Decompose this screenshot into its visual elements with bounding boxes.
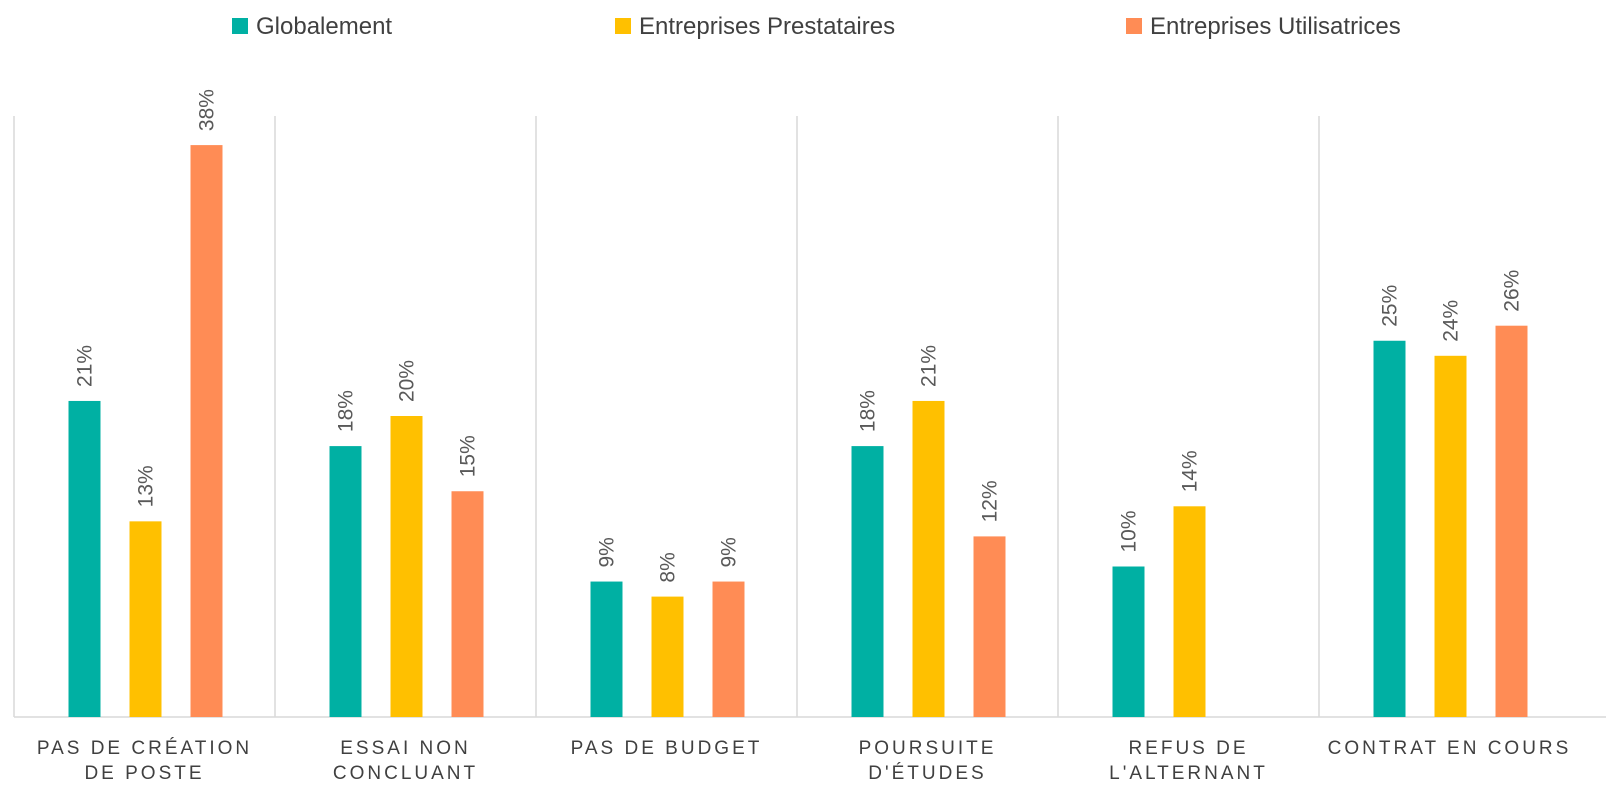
value-label: 9% xyxy=(596,537,619,567)
bar-2-2 xyxy=(390,416,423,717)
bar-1-2 xyxy=(329,446,362,717)
bar-3-4 xyxy=(973,536,1006,717)
bar-2-4 xyxy=(912,400,945,717)
bar-2-5 xyxy=(1173,506,1206,717)
value-label: 13% xyxy=(135,465,158,507)
bar-3-1 xyxy=(190,145,223,718)
bar-3-6 xyxy=(1495,325,1528,717)
category-label: CONTRAT EN COURS xyxy=(1328,738,1572,759)
legend-swatch-1 xyxy=(232,18,248,34)
bar-1-3 xyxy=(590,581,623,717)
category-label: DE POSTE xyxy=(84,763,204,784)
value-label: 18% xyxy=(335,390,358,432)
legend-label-1: Globalement xyxy=(256,13,392,40)
legend-label-3: Entreprises Utilisatrices xyxy=(1150,13,1401,40)
bar-1-4 xyxy=(851,446,884,717)
value-label: 12% xyxy=(979,480,1002,522)
value-label: 15% xyxy=(457,435,480,477)
bar-1-1 xyxy=(68,400,101,717)
legend-label-2: Entreprises Prestataires xyxy=(639,13,895,40)
value-label: 25% xyxy=(1379,285,1402,327)
category-label: L'ALTERNANT xyxy=(1109,763,1268,784)
bar-2-6 xyxy=(1434,355,1467,717)
legend-swatch-3 xyxy=(1126,18,1142,34)
value-label: 26% xyxy=(1501,270,1524,312)
value-label: 38% xyxy=(196,89,219,131)
bar-2-1 xyxy=(129,521,162,717)
bar-1-6 xyxy=(1373,340,1406,717)
category-label: D'ÉTUDES xyxy=(868,763,986,784)
value-label: 10% xyxy=(1118,510,1141,552)
category-label: CONCLUANT xyxy=(333,763,478,784)
bar-2-3 xyxy=(651,596,684,717)
value-label: 14% xyxy=(1179,450,1202,492)
category-label: PAS DE BUDGET xyxy=(571,738,763,759)
value-label: 21% xyxy=(918,345,941,387)
value-label: 9% xyxy=(718,537,741,567)
category-label: REFUS DE xyxy=(1128,738,1248,759)
category-label: POURSUITE xyxy=(859,738,997,759)
value-label: 20% xyxy=(396,360,419,402)
category-label: ESSAI NON xyxy=(340,738,470,759)
value-label: 18% xyxy=(857,390,880,432)
value-label: 24% xyxy=(1440,300,1463,342)
value-label: 21% xyxy=(74,345,97,387)
bar-3-3 xyxy=(712,581,745,717)
value-label: 8% xyxy=(657,552,680,582)
bar-1-5 xyxy=(1112,566,1145,717)
legend-swatch-2 xyxy=(615,18,631,34)
bar-3-2 xyxy=(451,491,484,717)
category-label: PAS DE CRÉATION xyxy=(37,738,252,759)
